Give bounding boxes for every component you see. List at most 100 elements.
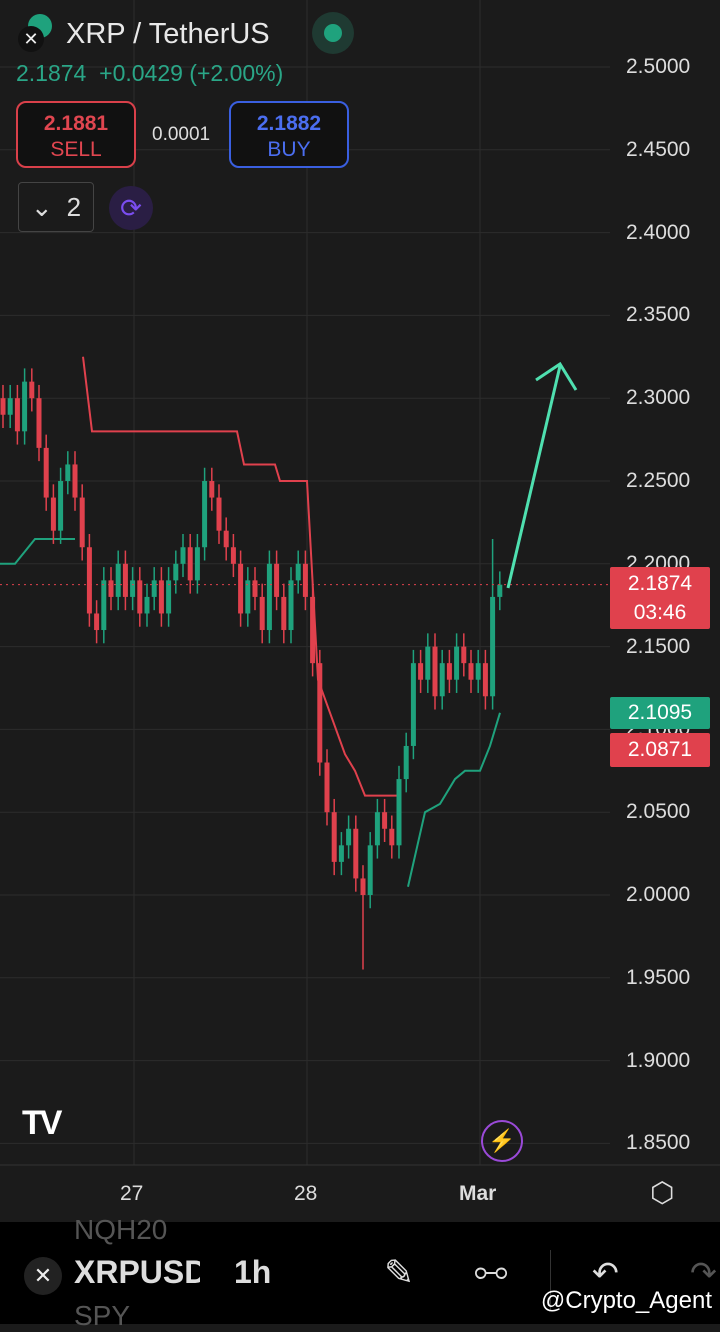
time-tick: 27 bbox=[120, 1182, 144, 1205]
candle-body bbox=[72, 464, 78, 498]
spread-value: 0.0001 bbox=[152, 124, 211, 145]
price-tick: 2.0500 bbox=[626, 800, 691, 824]
candle-body bbox=[144, 596, 150, 614]
tradingview-logo-icon: TV bbox=[22, 1104, 62, 1142]
candle-body bbox=[288, 580, 294, 631]
symbol-header[interactable]: ✕ XRP / TetherUS bbox=[16, 14, 270, 54]
bottom-toolbar: NQH20 ✕ XRPUSDT SPY 1h ✎ ⧟ ↶ ↷ bbox=[0, 1214, 720, 1331]
candle-body bbox=[101, 580, 107, 631]
arrow-drawing bbox=[506, 365, 562, 589]
candle-body bbox=[14, 398, 20, 432]
candle-body bbox=[497, 584, 503, 597]
candle-body bbox=[194, 547, 200, 581]
arrow-head bbox=[535, 361, 578, 391]
candle-body bbox=[490, 596, 496, 697]
candle-body bbox=[432, 646, 438, 697]
time-tick: 28 bbox=[294, 1182, 318, 1205]
sell-button[interactable]: 2.1881 SELL bbox=[16, 101, 136, 168]
price-quote: 2.1874 +0.0429 (+2.00%) bbox=[16, 60, 284, 86]
candle-body bbox=[389, 828, 395, 846]
supertrend-up-line bbox=[0, 537, 75, 565]
candle-body bbox=[65, 464, 71, 481]
xrp-icon: ✕ bbox=[24, 1257, 62, 1295]
sync-icon[interactable]: ⟳ bbox=[109, 186, 153, 230]
candle-body bbox=[259, 596, 265, 631]
candle-body bbox=[173, 563, 179, 581]
candle-body bbox=[418, 663, 424, 680]
price-tick: 2.4500 bbox=[626, 137, 691, 161]
candle-body bbox=[137, 580, 143, 614]
symbol-above: NQH20 bbox=[74, 1214, 168, 1245]
candle-body bbox=[367, 845, 373, 895]
candle-body bbox=[468, 663, 474, 680]
supertrend-up-tag: 2.1095 bbox=[610, 697, 710, 729]
candle-body bbox=[108, 580, 114, 597]
candle-body bbox=[79, 497, 85, 548]
indicators-toggle[interactable]: ⌄ 2 bbox=[18, 182, 94, 232]
price-tick: 2.3000 bbox=[626, 386, 691, 410]
candle-body bbox=[439, 663, 445, 697]
candle-body bbox=[346, 828, 352, 846]
candle-body bbox=[202, 481, 208, 548]
symbol-selector[interactable]: XRPUSDT bbox=[74, 1254, 200, 1290]
supertrend-up-line bbox=[407, 712, 501, 887]
price-tick: 2.1500 bbox=[626, 634, 691, 658]
time-tick: Mar bbox=[459, 1182, 497, 1205]
candle-body bbox=[29, 381, 35, 399]
candle-body bbox=[302, 563, 308, 597]
candle-body bbox=[396, 779, 402, 846]
pencil-icon[interactable]: ✎ bbox=[384, 1252, 415, 1293]
redo-icon[interactable]: ↷ bbox=[690, 1255, 717, 1291]
price-tick: 2.0000 bbox=[626, 883, 691, 906]
candle-body bbox=[115, 563, 121, 597]
candle-body bbox=[252, 580, 258, 597]
candle-body bbox=[353, 828, 359, 879]
candle-body bbox=[245, 580, 251, 614]
settings-icon[interactable]: ⬡ bbox=[650, 1177, 675, 1208]
candle-body bbox=[266, 563, 272, 631]
candle-body bbox=[446, 663, 452, 680]
candle-body bbox=[158, 580, 164, 614]
price-tick: 1.8500 bbox=[626, 1131, 691, 1155]
candle-body bbox=[324, 762, 330, 813]
candle-body bbox=[230, 547, 236, 564]
candle-body bbox=[482, 663, 488, 697]
candle-body bbox=[274, 563, 280, 597]
candle-body bbox=[151, 580, 157, 597]
lightning-icon[interactable]: ⚡ bbox=[481, 1120, 523, 1162]
candle-body bbox=[0, 398, 6, 415]
market-open-indicator bbox=[312, 12, 354, 54]
supertrend-down-tag: 2.0871 bbox=[610, 733, 710, 767]
price-tick: 2.2500 bbox=[626, 469, 691, 492]
candle-body bbox=[130, 580, 136, 597]
candle-body bbox=[94, 613, 100, 631]
undo-icon[interactable]: ↶ bbox=[592, 1255, 619, 1291]
price-tick: 1.9500 bbox=[626, 965, 691, 989]
candle-body bbox=[43, 447, 49, 498]
candle-body bbox=[310, 596, 316, 664]
candle-body bbox=[180, 547, 186, 564]
watermark: @Crypto_Agent bbox=[540, 1287, 712, 1314]
chevron-down-icon: ⌄ bbox=[30, 191, 53, 222]
candle-body bbox=[374, 812, 380, 846]
candle-body bbox=[403, 745, 409, 780]
candle-body bbox=[382, 812, 388, 829]
candle-body bbox=[187, 547, 193, 581]
current-price-tag: 2.1874 03:46 bbox=[610, 567, 710, 629]
buy-button[interactable]: 2.1882 BUY bbox=[229, 101, 349, 168]
indicators-icon[interactable]: ⧟ bbox=[474, 1252, 508, 1290]
candle-body bbox=[36, 398, 42, 448]
candle-body bbox=[7, 398, 13, 415]
symbol-title: XRP / TetherUS bbox=[66, 17, 270, 50]
price-chart[interactable] bbox=[0, 0, 720, 1222]
interval-selector[interactable]: 1h bbox=[234, 1254, 272, 1290]
candle-body bbox=[425, 646, 431, 680]
candle-body bbox=[338, 845, 344, 862]
price-tick: 1.9000 bbox=[626, 1048, 691, 1072]
candle-body bbox=[281, 596, 287, 631]
price-tick: 2.3500 bbox=[626, 303, 691, 327]
price-tick: 2.4000 bbox=[626, 220, 691, 244]
candle-body bbox=[58, 481, 64, 531]
candle-body bbox=[216, 497, 222, 531]
candle-body bbox=[475, 663, 481, 680]
